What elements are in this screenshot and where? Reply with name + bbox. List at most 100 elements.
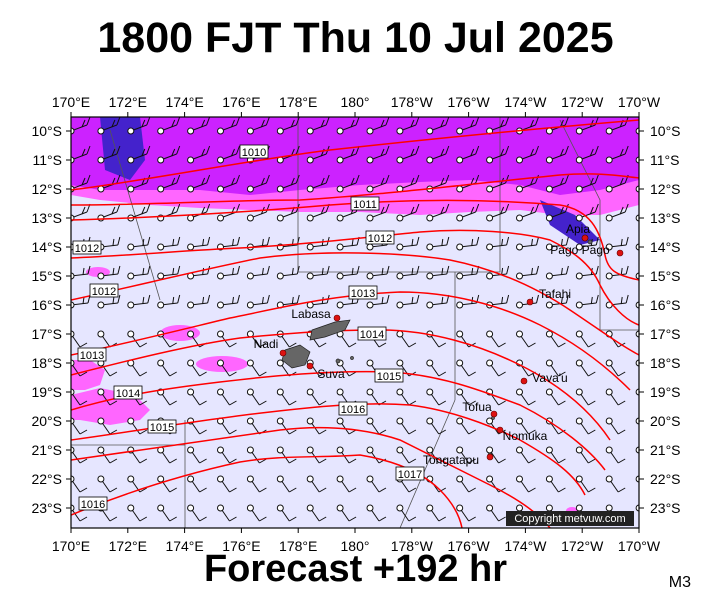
wind-barb <box>217 294 240 309</box>
wind-barb <box>426 294 450 309</box>
wind-barb <box>97 117 121 135</box>
wind-barb <box>217 446 237 464</box>
wind-barb <box>127 265 151 280</box>
wind-barb <box>396 417 417 435</box>
wind-barb <box>635 388 639 396</box>
wind-barb <box>545 330 566 348</box>
wind-barb <box>396 203 420 222</box>
wind-barb <box>486 265 510 280</box>
lon-label-bottom: 170°E <box>52 538 90 554</box>
wind-barb <box>545 145 569 164</box>
wind-barb <box>545 388 566 406</box>
wind-barb <box>336 265 360 280</box>
wind-barb <box>187 446 207 464</box>
lat-label-right: 11°S <box>650 152 679 168</box>
wind-barb <box>187 236 211 251</box>
isobar-label: 1015 <box>147 419 177 434</box>
wind-barb <box>456 330 476 348</box>
wind-barb <box>545 265 569 280</box>
wind-barb <box>71 145 91 164</box>
wind-barb <box>97 388 118 406</box>
wind-barb <box>276 504 297 522</box>
wind-barb <box>516 203 539 222</box>
wind-barb <box>635 330 639 338</box>
wind-barb <box>545 236 569 251</box>
wind-barb <box>187 504 207 522</box>
wind-barb <box>516 265 539 280</box>
lon-label-top: 174°E <box>165 94 203 110</box>
wind-barb <box>276 417 297 435</box>
lon-label-bottom: 172°E <box>109 538 147 554</box>
wind-barb <box>71 504 88 522</box>
place-labels: Apia Pago Pago Tafahi Labasa Nadi Suva Vava'u T… <box>254 222 610 467</box>
lon-label-bottom: 174°W <box>504 538 547 554</box>
lat-label-right: 16°S <box>650 297 681 313</box>
place-label: Tafahi <box>539 287 571 301</box>
wind-barb <box>605 388 626 406</box>
axis-ticks <box>66 112 644 533</box>
place-label: Tofua <box>462 400 492 414</box>
lon-label-top: 170°W <box>618 94 661 110</box>
lat-label-left: 21°S <box>31 442 62 458</box>
wind-barb <box>97 475 118 493</box>
wind-barb <box>456 117 480 135</box>
wind-barb <box>396 236 420 251</box>
wind-barb <box>336 417 357 435</box>
place-label: Apia <box>566 222 590 236</box>
latitude-labels-left: 10°S 11°S 12°S 13°S 14°S 15°S 16°S 17°S 18°S 19°S… <box>31 123 62 516</box>
lat-label-left: 20°S <box>31 413 62 429</box>
wind-barb <box>276 294 300 309</box>
wind-barb <box>396 504 417 522</box>
place-dot <box>520 377 528 385</box>
isobar-label: 1017 <box>395 466 425 481</box>
wind-barb <box>276 174 300 193</box>
wind-barb <box>71 417 88 435</box>
lat-label-right: 20°S <box>650 413 681 429</box>
wind-barb <box>366 504 387 522</box>
wind-barb <box>217 388 237 406</box>
lat-label-right: 22°S <box>650 471 681 487</box>
svg-text:1017: 1017 <box>398 469 422 481</box>
wind-barb <box>217 174 240 193</box>
lat-label-left: 18°S <box>31 355 62 371</box>
wind-barb <box>246 446 267 464</box>
place-label: Vava'u <box>532 371 567 385</box>
wind-barb <box>187 174 211 193</box>
wind-barb <box>127 294 151 309</box>
wind-barb <box>575 294 599 309</box>
lat-label-right: 14°S <box>650 239 681 255</box>
wind-barb <box>276 446 297 464</box>
isobar-label: 1013 <box>77 347 107 362</box>
wind-barb <box>575 388 596 406</box>
wind-barb <box>97 359 118 377</box>
lat-label-right: 15°S <box>650 268 681 284</box>
wind-barb <box>71 117 91 135</box>
wind-barb <box>246 117 270 135</box>
wind-barb <box>486 388 506 406</box>
wind-barb <box>71 475 88 493</box>
place-dot <box>526 298 534 306</box>
lon-label-top: 180° <box>341 94 370 110</box>
wind-barb <box>336 475 357 493</box>
wind-barb <box>486 145 510 164</box>
svg-text:1012: 1012 <box>92 286 116 298</box>
wind-barb <box>366 174 390 193</box>
lon-label-bottom: 170°W <box>618 538 661 554</box>
wind-barb <box>187 117 211 135</box>
isobar-label: 1016 <box>78 496 108 511</box>
wind-barb <box>306 388 327 406</box>
wind-barb <box>306 174 330 193</box>
wind-barb <box>516 236 539 251</box>
wind-barb <box>217 359 237 377</box>
wind-barb <box>127 475 148 493</box>
wind-barb <box>516 417 536 435</box>
lat-label-right: 19°S <box>650 384 681 400</box>
wind-barb <box>366 145 390 164</box>
wind-barb <box>217 145 240 164</box>
wind-barb <box>426 117 450 135</box>
wind-barb <box>456 504 476 522</box>
grid-line <box>71 420 186 528</box>
wind-barb <box>306 236 330 251</box>
lon-label-top: 178°W <box>391 94 434 110</box>
